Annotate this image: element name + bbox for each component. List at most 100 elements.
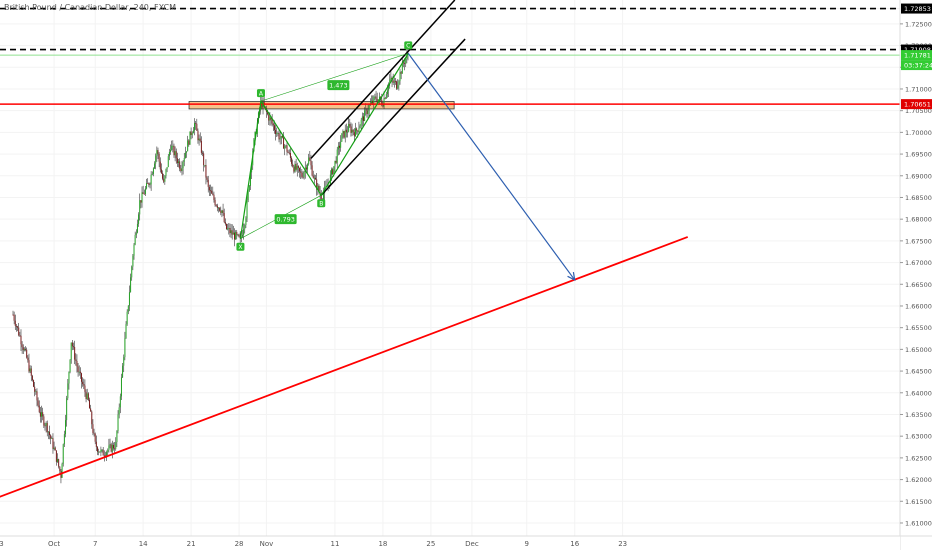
candle-body [90,408,92,412]
candle-body [147,183,149,184]
candle-body [254,131,256,140]
candle-body [333,166,335,175]
candle-body [208,186,210,191]
price-tick-label: 1.69500 [905,151,932,159]
candle-body [360,119,362,126]
price-tick-label: 1.71000 [905,85,932,93]
candle-body [402,62,404,64]
candle-body [33,380,35,387]
candle-body [316,179,318,190]
candle-body [22,347,24,351]
candle-body [37,400,39,406]
candle-body [350,126,352,133]
candle-body [368,105,370,111]
candle-body [68,371,70,384]
candle-body [133,244,135,256]
candle-body [55,450,57,462]
candle-body [388,83,390,91]
candle-body [313,177,315,179]
candle-body [320,195,322,201]
candle-body [340,141,342,148]
projection-arrow-head [567,271,576,282]
candle-body [297,166,299,168]
candle-body [63,434,65,445]
price-tick-label: 1.68500 [905,194,932,202]
candle-body [81,373,82,382]
candle-body [141,192,143,203]
candle-body [83,384,85,386]
candle-body [174,151,176,156]
candle-body [240,236,242,238]
price-level-tag-label: 1.71781 [904,52,931,60]
candle-body [399,72,401,82]
candle-body [288,152,290,154]
candle-body [383,98,385,107]
candle-body [159,161,161,170]
candle-body [337,145,339,150]
candle-body [172,145,174,147]
harmonic-ratio-leg [260,53,409,102]
candle-body [150,174,152,185]
candle-body [249,172,251,186]
candle-body [300,171,302,173]
candle-body [302,176,304,178]
channel-line-lower [320,38,466,196]
candle-body [370,100,372,104]
candle-body [112,444,114,449]
candle-body [13,314,15,321]
candle-body [108,445,110,450]
candle-body [79,371,81,374]
candle-body [20,335,22,345]
candle-body [243,229,245,235]
price-level-tag-label: 1.70651 [904,101,931,109]
candle-body [336,149,338,163]
harmonic-ratio-label: 1.473 [329,82,348,90]
candle-body [331,169,333,175]
candle-body [323,193,325,200]
price-level-tag [901,50,932,61]
candle-body [291,157,293,164]
price-level-tag-label: 1.72853 [904,5,931,13]
candle-body [389,79,391,84]
candle-body [101,449,103,451]
candle-body [136,223,138,233]
candle-body [367,110,369,115]
price-axis-panel [900,0,932,550]
candle-body [54,447,56,451]
candle-body [381,99,383,105]
candle-body [251,165,253,173]
harmonic-point-marker [404,41,413,50]
candle-body [232,232,234,235]
candle-body [111,444,113,452]
candle-body [184,152,186,159]
price-tick-label: 1.63000 [905,433,932,441]
candle-body [162,173,164,179]
candle-body [86,393,88,399]
candle-body [189,131,191,145]
candle-body [107,449,109,453]
candle-body [327,184,329,187]
candle-body [335,160,337,163]
candle-body [75,359,77,361]
candle-body [199,138,201,141]
harmonic-ratio-label: 0.793 [276,216,295,224]
candle-body [405,58,407,64]
candle-body [110,444,112,452]
candle-body [318,185,320,193]
candle-body [325,185,327,187]
candle-body [61,463,63,478]
time-tick-label: 28 [235,540,244,548]
price-tick-label: 1.67000 [905,259,932,267]
candle-body [135,232,137,235]
candle-body [400,72,402,74]
time-axis-ticks: 23 Oct 7 14 21 28 Nov 11 18 25 Dec 9 16 23 [0,540,627,548]
candle-body [384,98,386,99]
candle-body [99,451,101,453]
candle-body [358,128,360,132]
price-tick-label: 1.70000 [905,129,932,137]
candle-body [246,200,248,219]
candle-body [71,342,73,347]
candle-body [390,77,392,80]
